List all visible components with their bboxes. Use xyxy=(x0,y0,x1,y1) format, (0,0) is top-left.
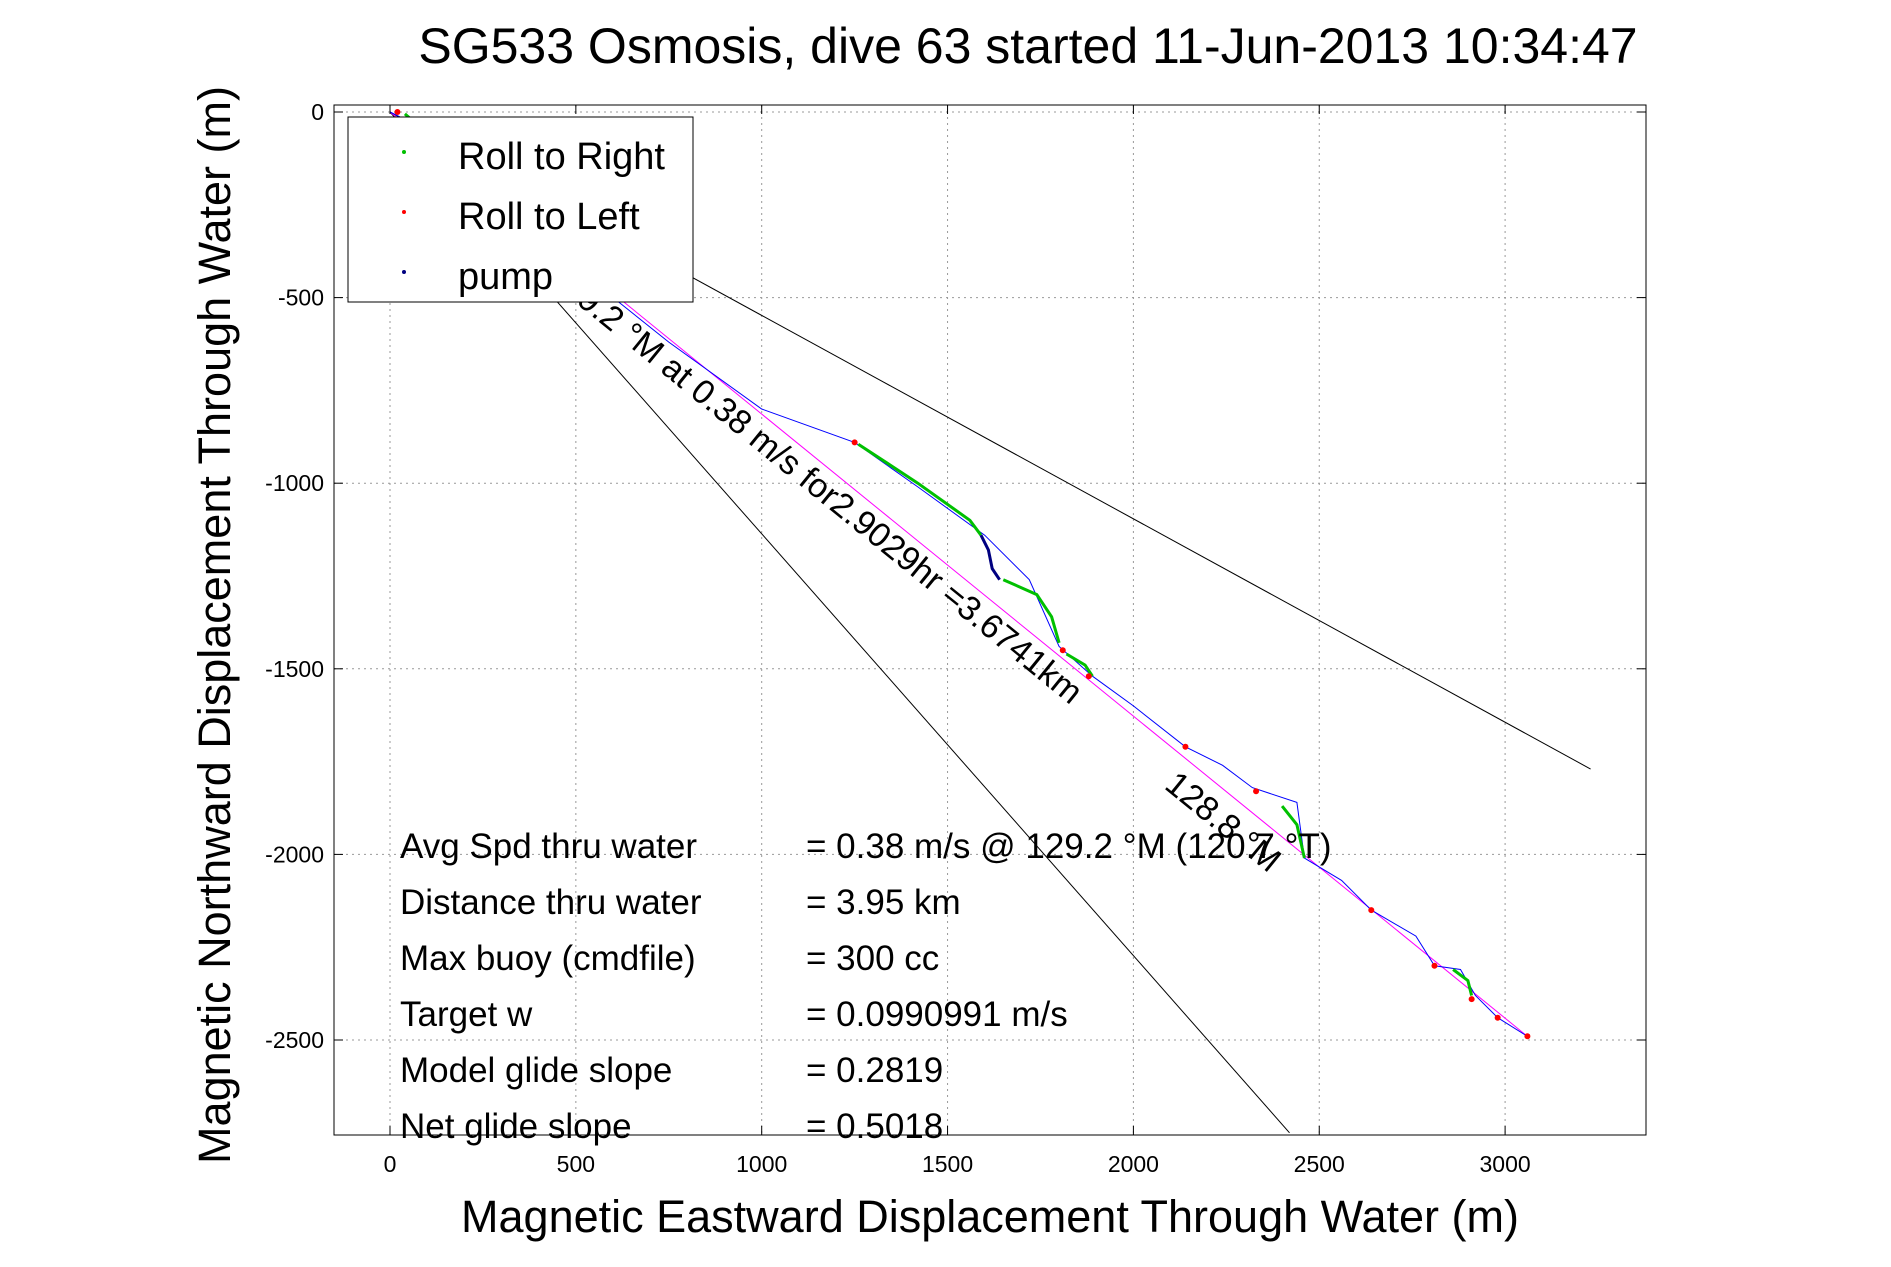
summary-value: = 0.2819 xyxy=(806,1051,943,1090)
x-tick-label: 1000 xyxy=(736,1151,787,1177)
summary-value: = 0.0990991 m/s xyxy=(806,995,1068,1034)
y-axis-label: Magnetic Northward Displacement Through … xyxy=(189,86,240,1164)
x-tick-label: 3000 xyxy=(1480,1151,1531,1177)
legend-marker xyxy=(402,270,406,274)
roll-right-segment xyxy=(1065,652,1094,678)
roll-left-point xyxy=(394,109,401,115)
grid xyxy=(334,105,1646,1135)
roll-left-point xyxy=(1253,788,1260,795)
summary-label: Net glide slope xyxy=(400,1107,632,1146)
y-tick-label: -1000 xyxy=(265,470,324,496)
summary-value: = 3.95 km xyxy=(806,883,961,922)
roll-right-segment xyxy=(857,442,983,537)
roll-left-point xyxy=(1431,962,1438,969)
legend-label: Roll to Right xyxy=(458,136,665,178)
roll-right-segment xyxy=(1452,968,1474,996)
roll-left-point xyxy=(851,439,858,446)
chart-title: SG533 Osmosis, dive 63 started 11-Jun-20… xyxy=(418,18,1637,74)
legend-label: pump xyxy=(458,256,553,298)
roll-left-point xyxy=(1059,647,1066,654)
axis-ticks: 0 500 1000 1500 2000 2500 3000 0 -500 -1000 -1500 -… xyxy=(265,99,1646,1177)
summary-label: Model glide slope xyxy=(400,1051,672,1090)
roll-left-point xyxy=(1468,996,1475,1003)
y-tick-label: -2000 xyxy=(265,841,324,867)
x-axis-label: Magnetic Eastward Displacement Through W… xyxy=(461,1191,1519,1242)
y-tick-label: -1500 xyxy=(265,656,324,682)
summary-value: = 0.38 m/s @ 129.2 °M (120.7 °T) xyxy=(806,827,1332,866)
pump-segment xyxy=(979,534,1001,581)
summary-label: Distance thru water xyxy=(400,883,702,922)
legend-marker xyxy=(402,210,406,214)
legend-label: Roll to Left xyxy=(458,196,640,238)
legend-marker xyxy=(402,150,406,154)
roll-right-segment xyxy=(1002,578,1061,644)
roll-left-point xyxy=(1085,673,1092,680)
summary-label: Avg Spd thru water xyxy=(400,827,697,866)
summary-label: Max buoy (cmdfile) xyxy=(400,939,696,978)
axes-frame xyxy=(333,104,1647,1136)
roll-left-point xyxy=(1182,743,1189,750)
x-tick-label: 1500 xyxy=(922,1151,973,1177)
legend: Roll to Right Roll to Left pump xyxy=(347,116,694,303)
y-tick-label: 0 xyxy=(311,99,324,125)
x-tick-label: 2500 xyxy=(1294,1151,1345,1177)
summary-value: = 300 cc xyxy=(806,939,939,978)
summary-value: = 0.5018 xyxy=(806,1107,943,1146)
x-tick-label: 2000 xyxy=(1108,1151,1159,1177)
y-tick-label: -500 xyxy=(278,285,324,311)
roll-left-point xyxy=(1494,1014,1501,1021)
roll-left-point xyxy=(1368,907,1375,914)
x-tick-label: 0 xyxy=(384,1151,397,1177)
y-tick-label: -2500 xyxy=(265,1027,324,1053)
roll-right-segment xyxy=(1280,805,1306,859)
x-tick-label: 500 xyxy=(557,1151,595,1177)
dive-track-line xyxy=(389,111,1528,1037)
summary-label: Target w xyxy=(400,995,533,1034)
roll-left-point xyxy=(1524,1033,1531,1040)
